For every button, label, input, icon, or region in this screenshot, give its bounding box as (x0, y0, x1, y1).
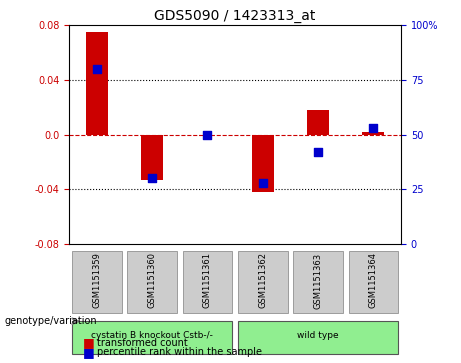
Text: genotype/variation: genotype/variation (5, 316, 97, 326)
Text: wild type: wild type (297, 331, 339, 340)
Point (370, 125, 377, 131)
Bar (86, 32, 108, 135)
FancyBboxPatch shape (238, 251, 288, 313)
FancyBboxPatch shape (349, 251, 398, 313)
Text: GSM1151359: GSM1151359 (92, 253, 101, 309)
Text: GSM1151362: GSM1151362 (258, 252, 267, 309)
Text: GSM1151360: GSM1151360 (148, 252, 157, 309)
FancyBboxPatch shape (238, 321, 398, 354)
Title: GDS5090 / 1423313_at: GDS5090 / 1423313_at (154, 9, 316, 23)
Text: ■: ■ (83, 337, 95, 350)
Text: cystatin B knockout Cstb-/-: cystatin B knockout Cstb-/- (91, 331, 213, 340)
Point (259, 180, 266, 186)
Bar (307, 110, 329, 135)
Point (314, 149, 322, 155)
FancyBboxPatch shape (72, 321, 232, 354)
Point (93, 66, 100, 72)
Text: percentile rank within the sample: percentile rank within the sample (97, 347, 262, 357)
Bar (252, 135, 274, 192)
Text: GSM1151361: GSM1151361 (203, 252, 212, 309)
Text: ■: ■ (83, 346, 95, 359)
Point (204, 132, 211, 138)
FancyBboxPatch shape (293, 251, 343, 313)
Point (148, 176, 156, 182)
Bar (141, 135, 163, 180)
Bar (362, 132, 384, 135)
FancyBboxPatch shape (127, 251, 177, 313)
FancyBboxPatch shape (183, 251, 232, 313)
Text: GSM1151364: GSM1151364 (369, 252, 378, 309)
FancyBboxPatch shape (72, 251, 122, 313)
Text: GSM1151363: GSM1151363 (313, 252, 323, 309)
Text: transformed count: transformed count (97, 338, 188, 348)
